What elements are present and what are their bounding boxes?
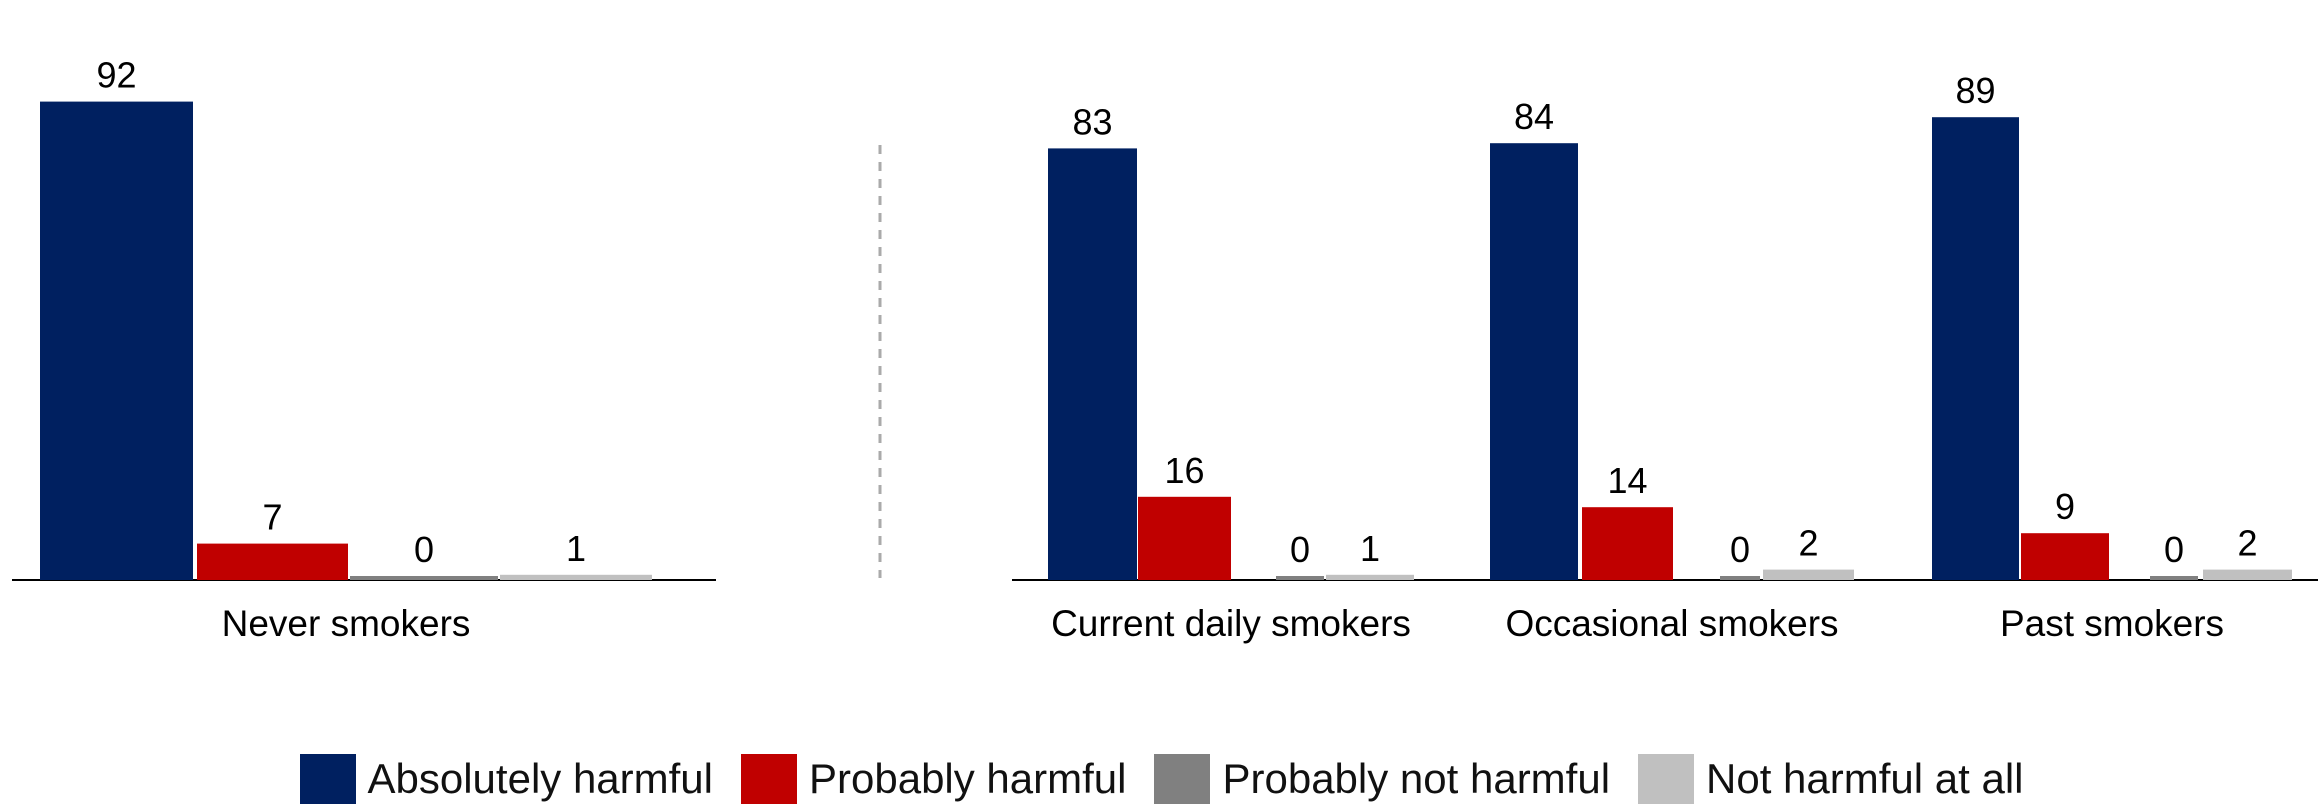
category-label-current-daily-smokers: Current daily smokers [1051,603,1411,644]
data-label-past-smokers-probably-harmful: 9 [2055,486,2075,527]
category-label-never-smokers: Never smokers [222,603,471,644]
data-label-past-smokers-probably-not-harmful: 0 [2164,529,2184,570]
data-label-current-daily-smokers-probably-harmful: 16 [1164,450,1204,491]
legend-item-absolutely-harmful: Absolutely harmful [299,753,714,804]
bar-past-smokers-probably-not-harmful [2150,576,2198,580]
data-label-occasional-smokers-not-harmful-at-all: 2 [1798,523,1818,564]
bar-never-smokers-probably-harmful [197,543,348,580]
legend-swatch-absolutely-harmful [299,753,356,804]
legend-swatch-probably-harmful [741,753,797,804]
data-label-current-daily-smokers-not-harmful-at-all: 1 [1360,528,1380,569]
bar-current-daily-smokers-absolutely-harmful [1048,148,1137,580]
bar-never-smokers-absolutely-harmful [40,101,193,580]
bar-past-smokers-probably-harmful [2021,533,2109,580]
bar-past-smokers-not-harmful-at-all [2203,569,2292,580]
bar-occasional-smokers-not-harmful-at-all [1763,569,1854,580]
legend-item-probably-not-harmful: Probably not harmful [1154,753,1611,804]
data-label-never-smokers-probably-harmful: 7 [262,497,282,538]
data-label-past-smokers-not-harmful-at-all: 2 [2237,523,2257,564]
legend-label: Probably not harmful [1222,754,1611,802]
bar-occasional-smokers-absolutely-harmful [1490,143,1578,580]
bar-past-smokers-absolutely-harmful [1932,117,2019,580]
data-label-current-daily-smokers-probably-not-harmful: 0 [1290,529,1310,570]
bar-never-smokers-not-harmful-at-all [500,574,652,580]
bar-never-smokers-probably-not-harmful [350,576,498,580]
legend-label: Probably harmful [809,754,1127,802]
bar-occasional-smokers-probably-not-harmful [1720,576,1760,580]
category-label-past-smokers: Past smokers [2000,603,2224,644]
data-label-occasional-smokers-absolutely-harmful: 84 [1514,96,1554,137]
legend-label: Not harmful at all [1706,754,2024,802]
bar-current-daily-smokers-probably-harmful [1138,496,1231,580]
bar-current-daily-smokers-not-harmful-at-all [1326,574,1414,580]
data-label-past-smokers-absolutely-harmful: 89 [1955,70,1995,111]
legend-label: Absolutely harmful [367,754,714,802]
data-label-never-smokers-absolutely-harmful: 92 [96,55,136,96]
bar-occasional-smokers-probably-harmful [1582,507,1673,580]
data-label-occasional-smokers-probably-harmful: 14 [1607,460,1647,501]
legend-swatch-probably-not-harmful [1154,753,1211,804]
data-label-occasional-smokers-probably-not-harmful: 0 [1730,529,1750,570]
legend: Absolutely harmful Probably harmful Prob… [0,750,2323,807]
category-label-occasional-smokers: Occasional smokers [1505,603,1838,644]
legend-item-probably-harmful: Probably harmful [741,753,1127,804]
data-label-never-smokers-not-harmful-at-all: 1 [566,528,586,569]
bar-current-daily-smokers-probably-not-harmful [1276,576,1324,580]
data-label-current-daily-smokers-absolutely-harmful: 83 [1072,101,1112,142]
data-label-never-smokers-probably-not-harmful: 0 [414,529,434,570]
legend-item-not-harmful-at-all: Not harmful at all [1638,753,2024,804]
legend-swatch-not-harmful-at-all [1638,753,1695,804]
